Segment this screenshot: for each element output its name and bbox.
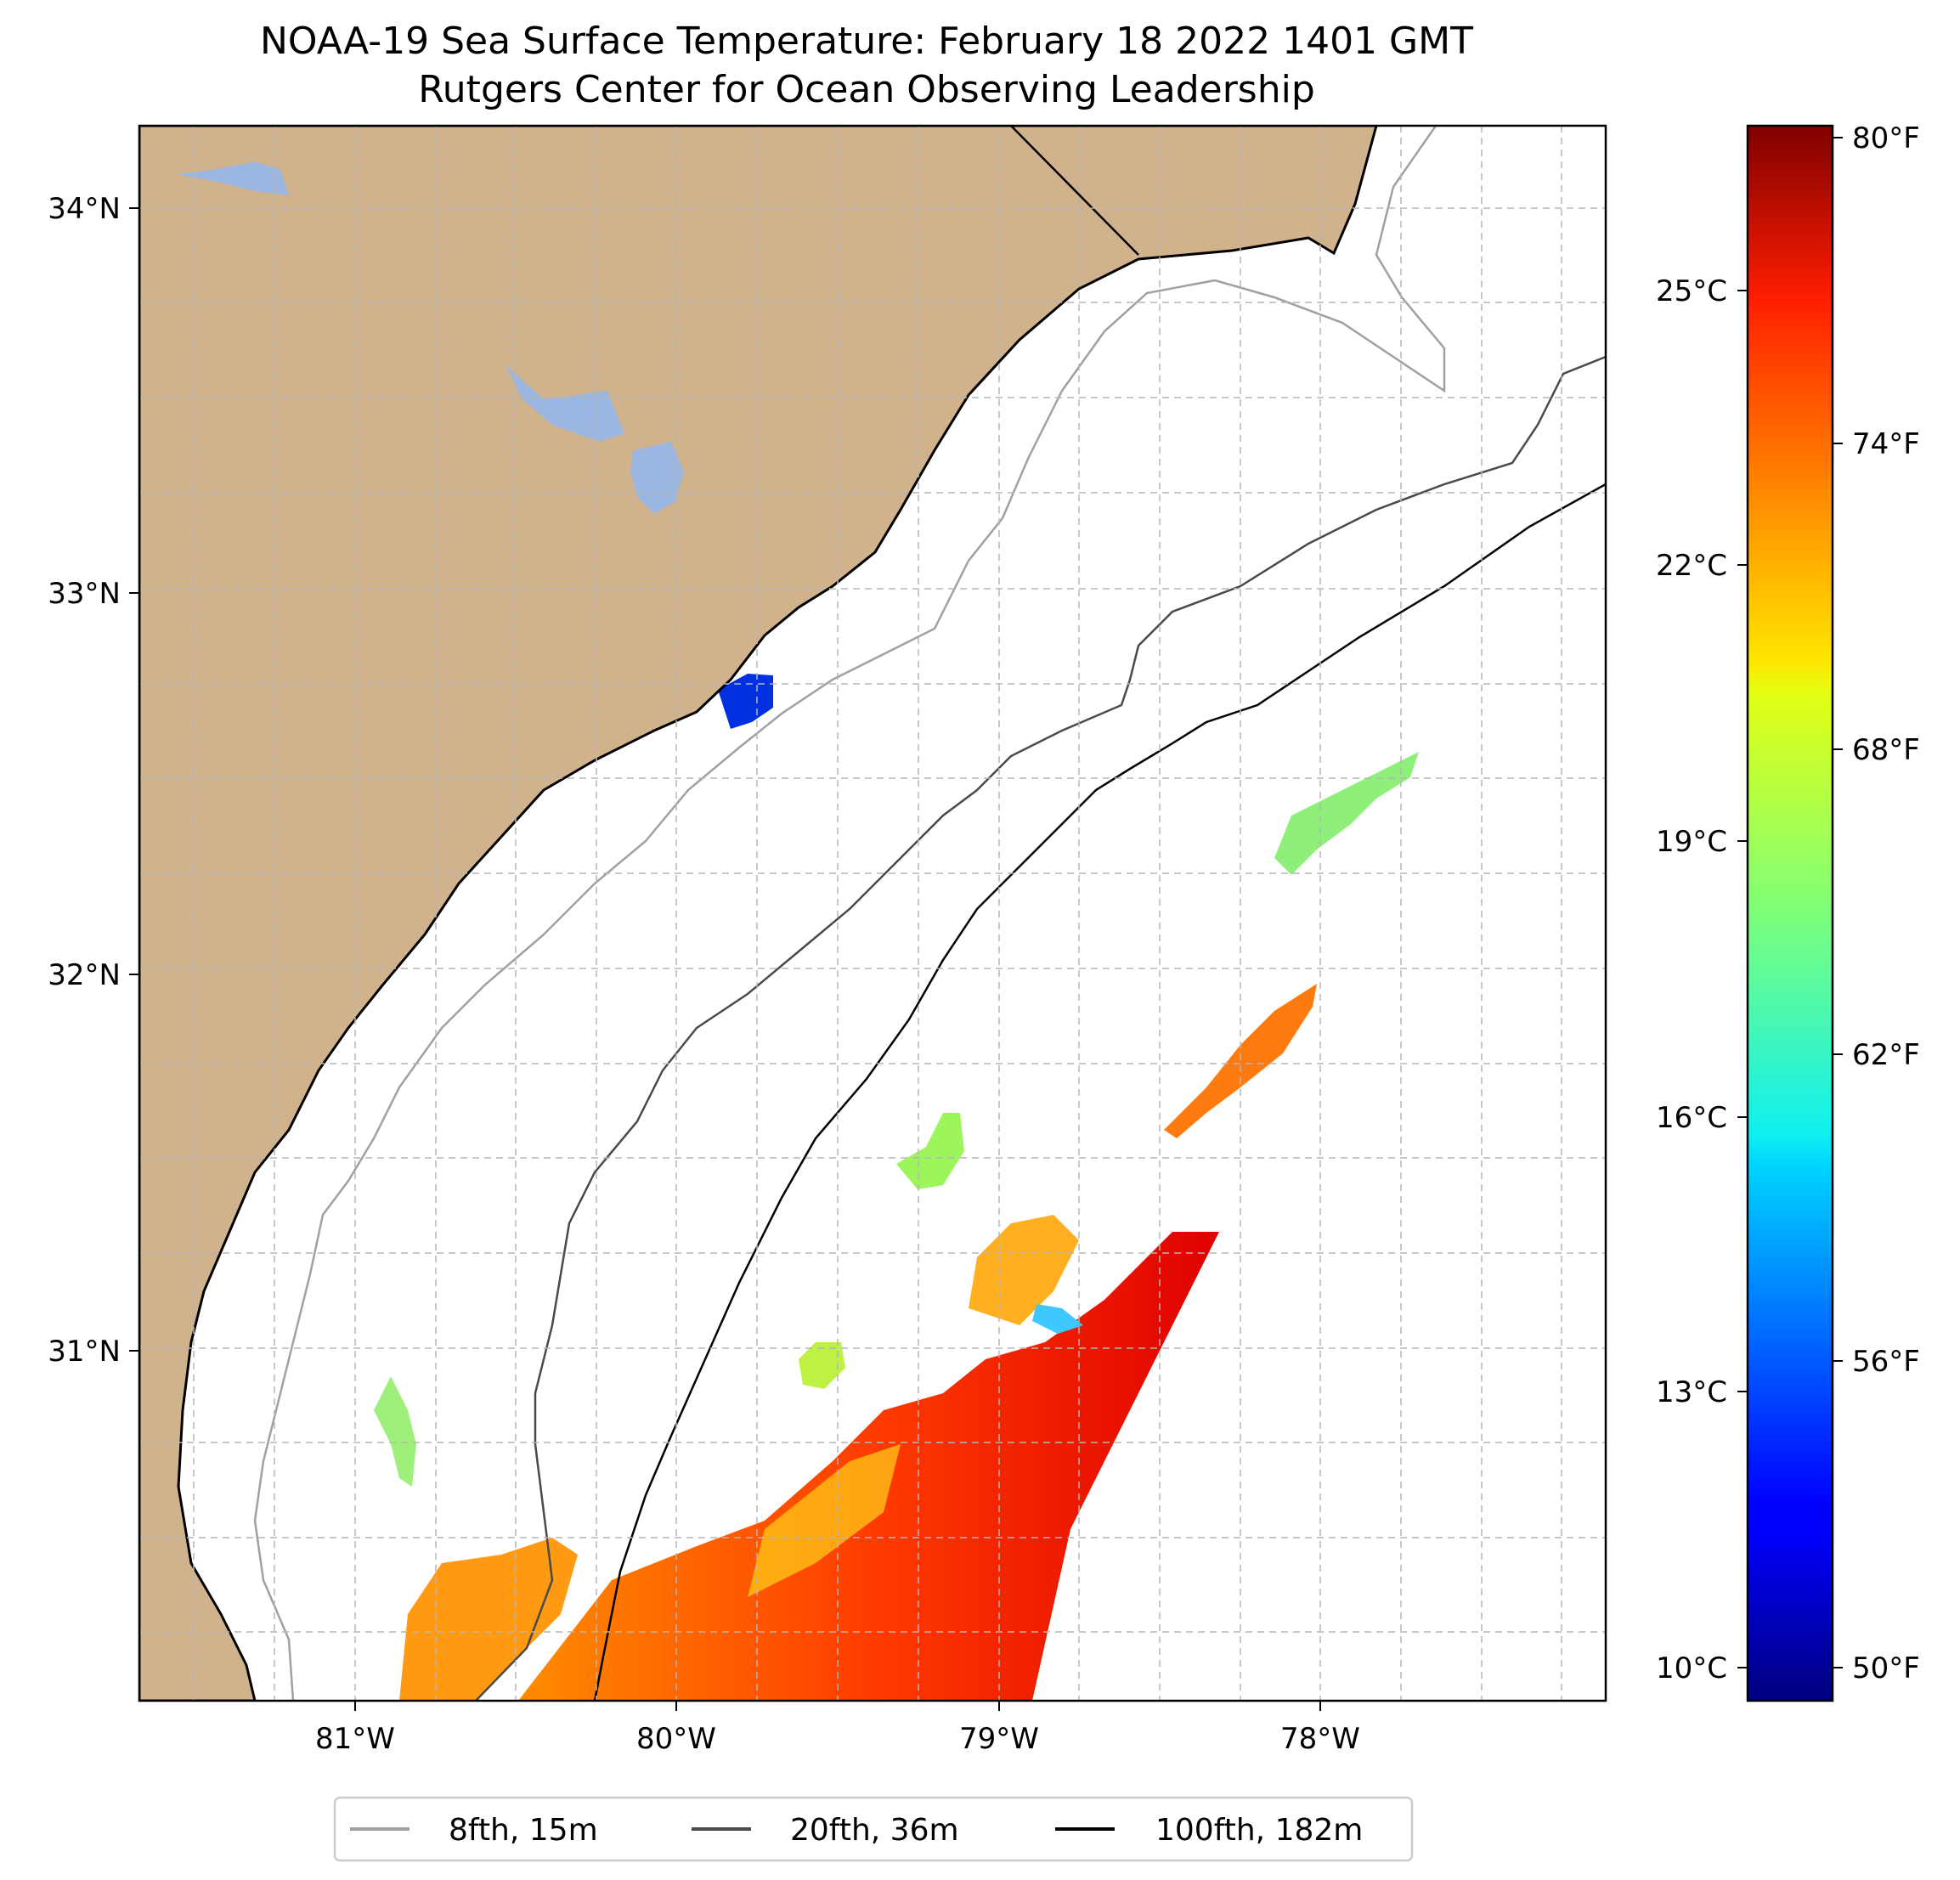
lake-north — [177, 161, 289, 195]
sst-patch-northeast — [1274, 752, 1419, 875]
cbar-c-13: 13°C — [1656, 1375, 1727, 1409]
cbar-c-16: 16°C — [1656, 1101, 1727, 1135]
map-subtitle: Rutgers Center for Ocean Observing Leade… — [418, 68, 1315, 111]
lat-tick-33: 33°N — [48, 577, 121, 611]
cbar-c-19: 19°C — [1656, 825, 1727, 859]
lon-tick-79: 79°W — [959, 1722, 1039, 1756]
sst-patch-small-2 — [799, 1342, 845, 1389]
isobath-8fth — [253, 126, 1446, 1701]
lake-moultrie — [630, 442, 684, 514]
lat-axis: 34°N 33°N 32°N 31°N — [48, 192, 139, 1369]
sst-patch-southwest — [399, 1538, 578, 1701]
map-area — [139, 126, 1606, 1701]
cbar-f-56: 56°F — [1852, 1345, 1920, 1379]
cbar-f-62: 62°F — [1852, 1038, 1920, 1072]
lakes — [177, 161, 684, 514]
sst-patch-south-yellow — [748, 1444, 901, 1597]
isobath-100fth — [593, 483, 1606, 1701]
state-border — [1010, 126, 1139, 256]
lat-tick-31: 31°N — [48, 1335, 121, 1369]
cbar-c-22: 22°C — [1656, 549, 1727, 583]
map-title: NOAA-19 Sea Surface Temperature: Februar… — [260, 20, 1473, 63]
gridlines — [139, 126, 1606, 1701]
map-frame — [138, 124, 1607, 1702]
cbar-c-10: 10°C — [1656, 1651, 1727, 1685]
cbar-f-68: 68°F — [1852, 733, 1920, 767]
cbar-f-50: 50°F — [1852, 1651, 1920, 1685]
colorbar-gradient — [1746, 124, 1834, 1702]
cbar-f-80: 80°F — [1852, 121, 1920, 155]
lat-tick-34: 34°N — [48, 192, 121, 226]
sst-patch-harbor-cold — [718, 674, 773, 729]
sst-data — [374, 674, 1419, 1701]
sst-patch-east — [1164, 984, 1317, 1138]
lat-tick-32: 32°N — [48, 958, 121, 992]
land — [139, 126, 1378, 1701]
legend-label-100fth: 100fth, 182m — [1155, 1813, 1363, 1848]
legend: 8fth, 15m 20fth, 36m 100fth, 182m — [333, 1796, 1414, 1862]
colorbar: 25°C 22°C 19°C 16°C 13°C 10°C 80°F 74°F … — [1656, 121, 1920, 1702]
lon-tick-78: 78°W — [1280, 1722, 1360, 1756]
cbar-c-25: 25°C — [1656, 274, 1727, 308]
isobath-20fth — [475, 355, 1606, 1701]
lon-tick-80: 80°W — [636, 1722, 716, 1756]
lake-marion — [506, 365, 624, 442]
sst-patch-mid-cold — [1032, 1304, 1083, 1334]
lon-axis: 81°W 80°W 79°W 78°W — [315, 1701, 1360, 1756]
lon-tick-81: 81°W — [315, 1722, 395, 1756]
legend-label-20fth: 20fth, 36m — [790, 1813, 959, 1848]
cbar-f-74: 74°F — [1852, 427, 1920, 461]
sst-patch-west — [374, 1376, 416, 1487]
sst-patch-small — [896, 1113, 964, 1189]
legend-box — [333, 1796, 1414, 1862]
legend-label-8fth: 8fth, 15m — [449, 1813, 598, 1848]
sst-patch-mid — [969, 1215, 1079, 1325]
